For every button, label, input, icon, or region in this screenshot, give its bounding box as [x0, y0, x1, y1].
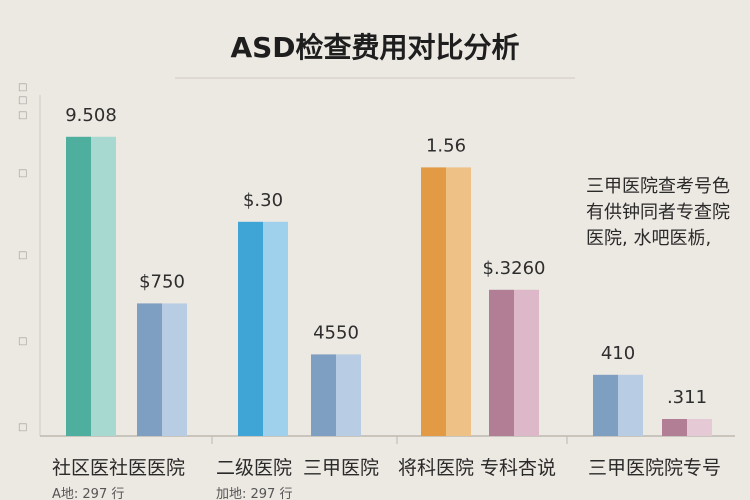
category-labels: 社区医社医医院 二级医院 三甲医院 将科医院 专科杏说 三甲医院院专号 [52, 457, 721, 479]
y-tick-mark: □ [18, 250, 27, 261]
bar-light-half [263, 221, 288, 436]
bar [421, 167, 471, 436]
category-label: 社区医社医医院 [52, 457, 185, 479]
sub-label: 加地: 297 行 [216, 487, 292, 500]
category-label: 二级医院 [216, 457, 292, 479]
bar-dark-half [662, 419, 687, 436]
bar-light-half [514, 289, 539, 436]
y-tick-mark: □ [18, 422, 27, 433]
annotation-line: 三甲医院查考号色 [586, 176, 730, 197]
bar-dark-half [66, 136, 91, 437]
bar-value-label: 1.56 [426, 135, 466, 156]
bar-light-half [162, 303, 187, 436]
chart-title: ASD检查费用对比分析 [230, 31, 519, 64]
bar [489, 289, 539, 436]
y-tick-mark: □ [18, 168, 27, 179]
bar-dark-half [311, 354, 336, 436]
bar-value-label: 4550 [313, 322, 359, 343]
y-tick-mark: □ [18, 95, 27, 106]
bar-dark-half [421, 167, 446, 436]
bar-light-half [336, 354, 361, 436]
bar-value-label: $.3260 [483, 258, 546, 279]
bar-value-label: .311 [667, 387, 707, 408]
bar-light-half [687, 419, 712, 436]
value-labels-layer: 9.508 $750 $.30 4550 1.56 $.3260 410 .311 [65, 105, 707, 408]
bar [311, 354, 361, 436]
category-label: 三甲医院 [303, 457, 379, 479]
bar-light-half [446, 167, 471, 436]
x-separators [211, 436, 568, 444]
bar-light-half [91, 136, 116, 437]
category-label: 专科杏说 [480, 457, 556, 479]
bar [137, 303, 187, 436]
bar [66, 136, 116, 437]
category-label: 将科医院 [398, 457, 474, 479]
bar-dark-half [137, 303, 162, 436]
bar-dark-half [238, 221, 263, 436]
bar [593, 374, 643, 436]
annotation-line: 医院, 水吧医栃, [586, 228, 711, 249]
y-tick-mark: □ [18, 82, 27, 93]
bar-dark-half [593, 374, 618, 436]
bars-layer [66, 136, 712, 437]
bar-value-label: $.30 [243, 190, 283, 211]
y-tick-mark: □ [18, 110, 27, 121]
bar-value-label: $750 [139, 271, 185, 292]
bar [238, 221, 288, 436]
sub-label: A地: 297 行 [52, 487, 124, 500]
sub-labels: A地: 297 行 加地: 297 行 [52, 487, 292, 500]
category-label: 三甲医院院专号 [588, 457, 721, 479]
annotation-block: 三甲医院查考号色 有供钟同者专查院 医院, 水吧医栃, [586, 176, 730, 249]
bar-dark-half [489, 289, 514, 436]
annotation-line: 有供钟同者专查院 [586, 202, 730, 223]
y-tick-mark: □ [18, 336, 27, 347]
bar-value-label: 410 [601, 343, 635, 364]
bar [662, 419, 712, 436]
y-ticks: □ □ □ □ □ □ □ [18, 82, 27, 433]
bar-value-label: 9.508 [65, 105, 117, 126]
bar-light-half [618, 374, 643, 436]
